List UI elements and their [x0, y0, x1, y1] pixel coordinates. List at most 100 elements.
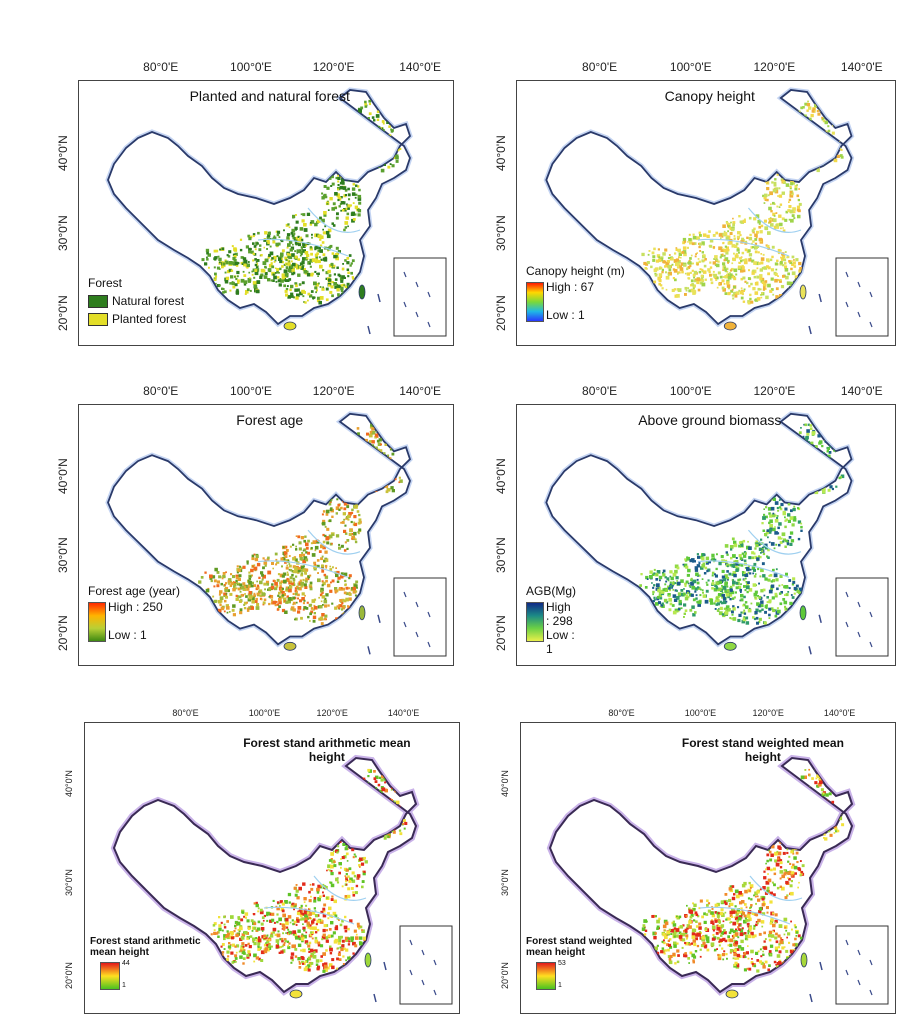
forest-pixel: [322, 545, 326, 550]
forest-pixel: [293, 920, 297, 924]
forest-pixel: [306, 921, 310, 925]
forest-pixel: [288, 930, 292, 935]
forest-pixel: [700, 566, 704, 570]
forest-pixel: [309, 223, 313, 226]
forest-pixel: [313, 604, 316, 607]
forest-pixel: [779, 877, 782, 880]
forest-pixel: [784, 926, 787, 929]
forest-pixel: [774, 514, 777, 517]
forest-pixel: [764, 199, 767, 201]
forest-pixel: [321, 580, 324, 583]
forest-pixel: [307, 576, 310, 579]
forest-pixel: [715, 567, 718, 571]
forest-pixel: [322, 604, 324, 606]
forest-pixel: [767, 556, 770, 559]
forest-pixel: [760, 257, 765, 261]
forest-pixel: [264, 564, 267, 567]
forest-pixel: [240, 947, 244, 951]
forest-pixel: [731, 537, 735, 541]
forest-pixel: [241, 585, 245, 589]
forest-pixel: [225, 935, 227, 938]
forest-pixel: [773, 872, 777, 876]
forest-pixel: [756, 297, 761, 301]
forest-pixel: [726, 589, 730, 593]
forest-pixel: [297, 929, 301, 933]
forest-pixel: [245, 245, 249, 249]
forest-pixel: [732, 921, 737, 926]
forest-pixel: [674, 582, 677, 585]
forest-pixel: [272, 240, 276, 244]
forest-pixel: [719, 911, 723, 916]
forest-pixel: [291, 573, 294, 577]
forest-pixel: [720, 248, 724, 252]
forest-pixel: [227, 955, 230, 958]
forest-pixel: [754, 242, 758, 245]
forest-pixel: [774, 178, 777, 181]
forest-pixel: [654, 598, 656, 601]
forest-pixel: [790, 594, 793, 596]
forest-pixel: [221, 929, 224, 932]
forest-pixel: [342, 209, 345, 212]
forest-pixel: [237, 917, 241, 921]
forest-pixel: [694, 255, 697, 258]
forest-pixel: [337, 947, 340, 950]
forest-pixel: [301, 592, 305, 596]
forest-pixel: [322, 540, 326, 544]
forest-pixel: [276, 933, 281, 938]
forest-pixel: [243, 949, 246, 952]
forest-pixel: [791, 583, 795, 586]
forest-pixel: [292, 214, 296, 218]
forest-pixel: [219, 603, 222, 607]
forest-pixel: [226, 950, 230, 954]
forest-pixel: [358, 925, 361, 928]
forest-pixel: [767, 548, 770, 552]
forest-pixel: [344, 226, 348, 229]
forest-pixel: [757, 568, 760, 571]
forest-pixel: [351, 532, 354, 535]
forest-pixel: [804, 423, 807, 427]
forest-pixel: [204, 571, 207, 574]
forest-pixel: [664, 265, 667, 268]
forest-pixel: [777, 609, 781, 614]
forest-pixel: [336, 266, 339, 269]
forest-pixel: [701, 589, 704, 592]
forest-pixel: [754, 590, 758, 594]
forest-pixel: [707, 902, 711, 905]
forest-pixel: [232, 285, 236, 289]
forest-pixel: [257, 231, 260, 235]
forest-pixel: [334, 926, 339, 931]
taiwan-island: [364, 952, 372, 968]
forest-pixel: [322, 269, 325, 272]
forest-pixel: [363, 870, 366, 873]
forest-pixel: [320, 910, 324, 914]
forest-pixel: [331, 294, 334, 298]
forest-pixel: [717, 271, 721, 275]
forest-pixel: [753, 934, 757, 938]
forest-pixel: [284, 545, 288, 549]
forest-pixel: [239, 955, 243, 959]
forest-pixel: [766, 244, 770, 248]
forest-pixel: [316, 298, 321, 303]
forest-pixel: [296, 896, 300, 900]
forest-pixel: [299, 227, 304, 231]
forest-pixel: [659, 579, 661, 582]
forest-pixel: [672, 594, 677, 598]
forest-pixel: [246, 919, 250, 923]
forest-pixel: [349, 264, 352, 267]
forest-pixel: [223, 595, 226, 597]
forest-pixel: [827, 454, 831, 458]
forest-pixel: [718, 940, 721, 943]
forest-pixel: [786, 936, 788, 939]
forest-pixel: [248, 577, 252, 581]
forest-pixel: [344, 915, 347, 919]
forest-pixel: [770, 277, 774, 281]
forest-pixel: [337, 284, 341, 289]
forest-pixel: [665, 262, 669, 266]
forest-pixel: [772, 527, 776, 532]
forest-pixel: [742, 617, 747, 622]
river-line: [697, 529, 802, 578]
forest-pixel: [358, 936, 363, 940]
forest-pixel: [339, 185, 344, 190]
forest-pixel: [701, 557, 705, 561]
forest-pixel: [208, 266, 210, 269]
